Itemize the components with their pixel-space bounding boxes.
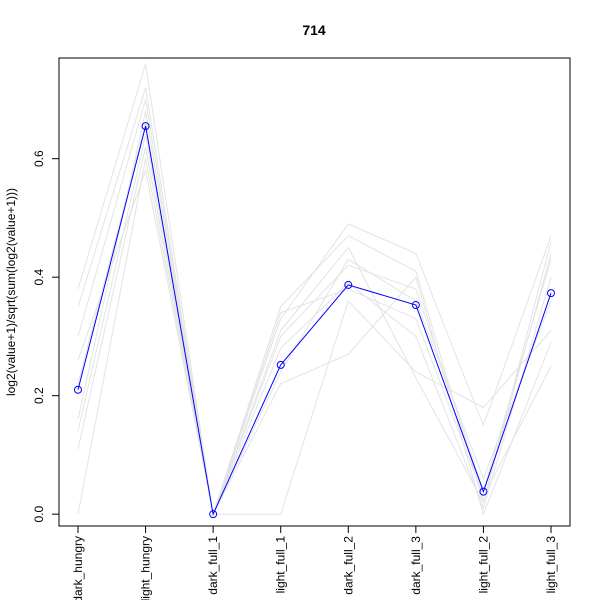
data-point-light_hungry [141, 122, 150, 131]
background-series-line-9 [77, 123, 552, 517]
x-tick-label-dark_hungry: dark_hungry [71, 536, 85, 600]
data-point-dark_full_2 [344, 280, 353, 289]
data-point-dark_hungry [74, 385, 82, 394]
x-tick-label-dark_full_2: dark_full_2 [341, 536, 355, 595]
background-series-line-6 [77, 146, 552, 516]
data-point-light_full_2 [479, 487, 488, 496]
y-axis: 0.0 0.2 0.4 0.6 [32, 150, 59, 522]
background-series-line-5 [77, 134, 552, 516]
y-tick-label: 0.6 [32, 150, 46, 167]
data-point-dark_full_3 [411, 301, 420, 310]
background-series-line-3 [77, 99, 552, 515]
y-axis-label: log2(value+1)/sqrt(sum(log2(value+1))) [4, 188, 18, 396]
data-point-light_full_3 [547, 289, 555, 298]
x-tick-label-light_hungry: light_hungry [139, 536, 153, 600]
data-point-light_full_1 [276, 360, 285, 369]
background-series-line-8 [77, 168, 552, 517]
highlight-series [74, 122, 555, 519]
y-tick-label: 0.2 [32, 387, 46, 404]
x-axis: dark_hungry light_hungry dark_full_1 light_… [71, 526, 558, 600]
background-series-line-7 [77, 158, 552, 515]
plot-frame [58, 57, 571, 527]
y-tick-label: 0.4 [32, 269, 46, 286]
data-point-dark_full_1 [209, 510, 218, 519]
chart-title: 714 [302, 22, 326, 38]
x-tick-label-dark_full_3: dark_full_3 [409, 536, 423, 595]
x-tick-label-dark_full_1: dark_full_1 [206, 536, 220, 595]
background-series-line-4 [77, 111, 552, 517]
highlight-series-line [77, 125, 552, 516]
x-tick-label-light_full_2: light_full_2 [476, 536, 490, 594]
y-tick-label: 0.0 [32, 505, 46, 522]
x-tick-label-light_full_3: light_full_3 [544, 536, 558, 594]
x-tick-label-light_full_1: light_full_1 [274, 536, 288, 594]
background-series [77, 63, 552, 517]
